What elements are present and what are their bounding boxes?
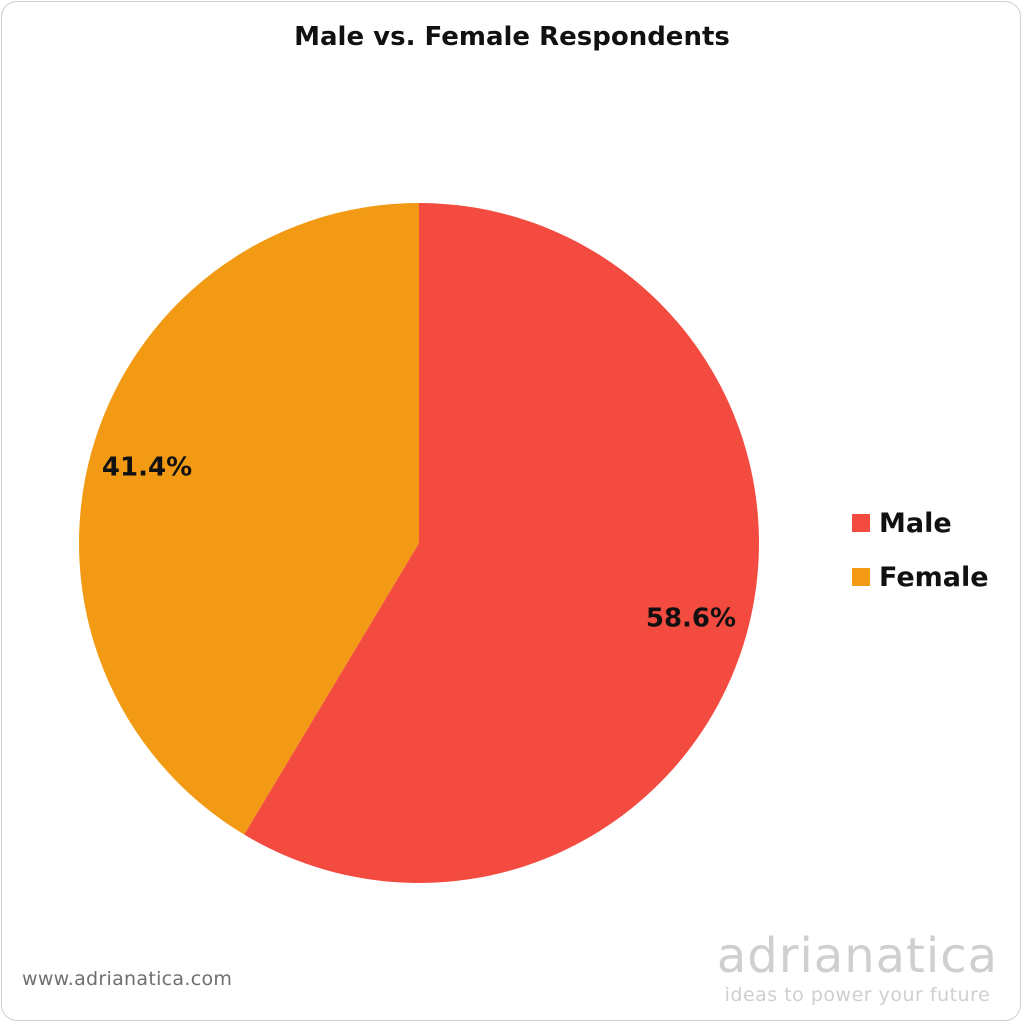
pie-slices [78,203,759,883]
brand-logo: adrianatica ideas to power your future [717,928,998,1006]
brand-name: adrianatica [716,928,998,984]
pie-slice-male [244,203,759,883]
legend-item-female: Female [852,550,989,604]
chart-title: Male vs. Female Respondents [294,22,730,52]
legend-label-male: Male [879,507,952,539]
slice-label-male: 58.6% [646,603,736,633]
pie-slice-labels: 58.6% 41.4% [102,453,736,634]
legend: Male Female [852,496,989,604]
pie-slice-female [78,203,419,835]
brand-tagline: ideas to power your future [724,984,991,1006]
legend-item-male: Male [852,496,989,550]
slice-label-female: 41.4% [102,453,192,483]
legend-swatch-male [852,514,870,532]
legend-label-female: Female [879,561,989,593]
legend-swatch-female [852,568,870,586]
website-url: www.adrianatica.com [22,968,233,990]
